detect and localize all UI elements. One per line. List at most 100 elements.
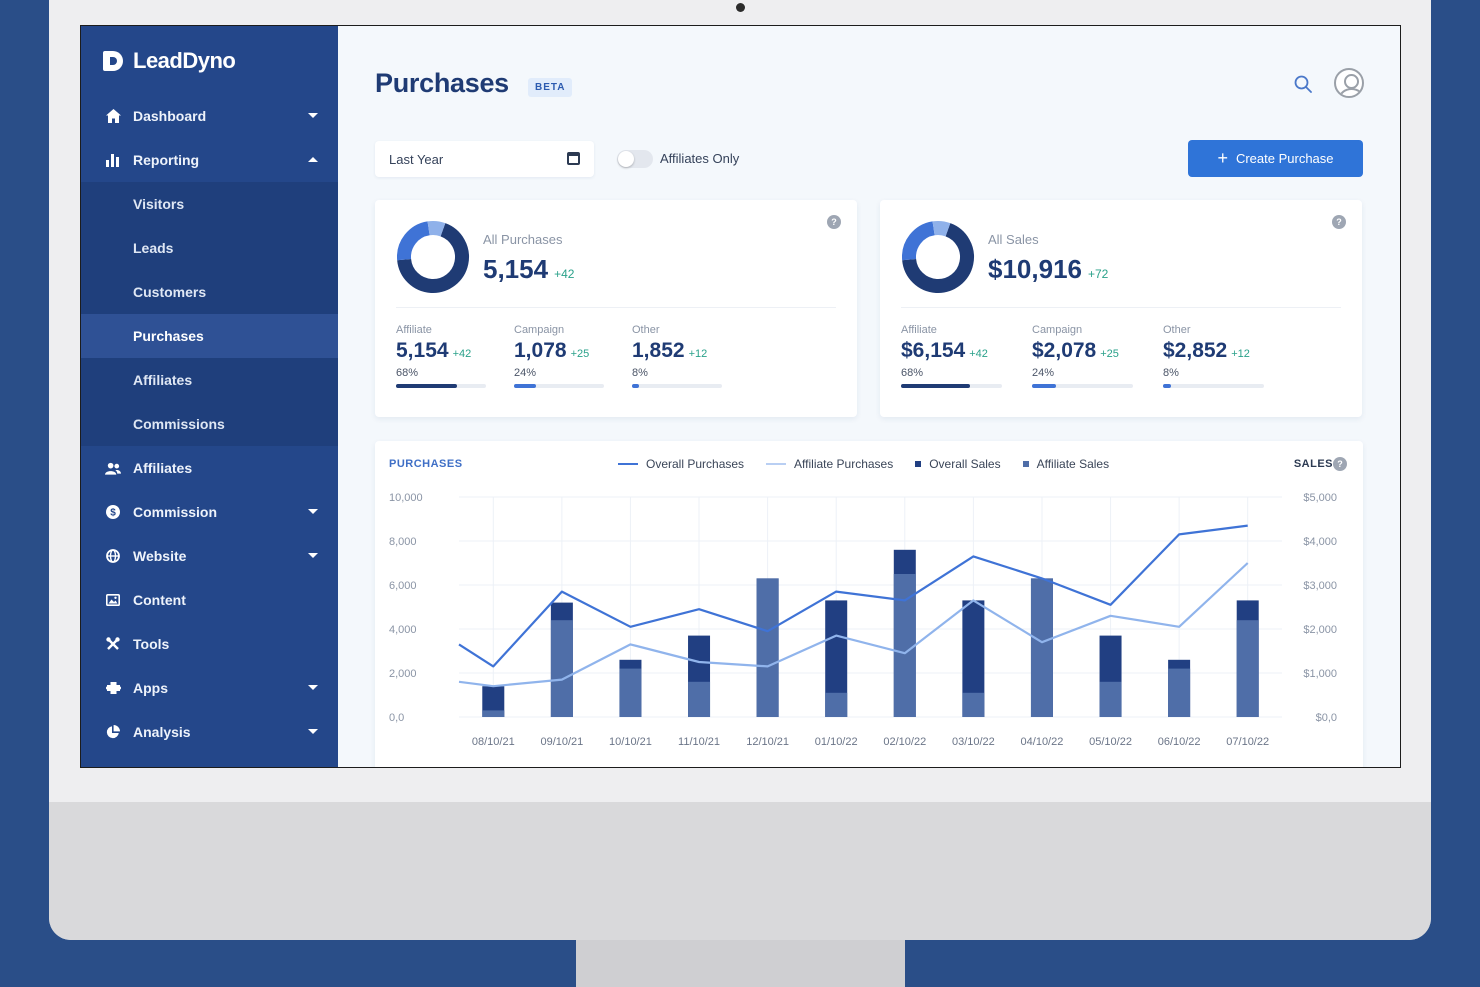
legend-label: Affiliate Purchases xyxy=(794,457,894,471)
logo[interactable]: LeadDyno xyxy=(103,48,236,74)
card-label: All Purchases xyxy=(483,232,563,247)
sub-stat-delta: +12 xyxy=(688,348,708,360)
sidebar-item-label: Dashboard xyxy=(133,108,207,124)
sidebar-item-affiliates[interactable]: Affiliates xyxy=(81,446,338,490)
sidebar-item-label: Website xyxy=(133,548,187,564)
line-overall-purchases[interactable] xyxy=(458,524,1248,668)
help-icon[interactable]: ? xyxy=(827,215,841,229)
sidebar-subitem-purchases[interactable]: Purchases xyxy=(81,314,338,358)
legend-item[interactable]: Overall Sales xyxy=(915,457,1001,471)
x-tick-label: 06/10/22 xyxy=(1158,736,1201,748)
sub-stat-percent: 8% xyxy=(632,367,648,379)
sub-stat-number: $2,078 xyxy=(1032,339,1097,362)
y-right-tick-label: $3,000 xyxy=(1303,580,1337,592)
y-left-tick-label: 10,000 xyxy=(389,492,423,504)
bar-affiliate-sales[interactable] xyxy=(1099,681,1122,717)
chart-legend: Overall Purchases Affiliate Purchases Ov… xyxy=(618,457,1109,471)
help-icon[interactable]: ? xyxy=(1333,457,1347,471)
sidebar-item-reporting[interactable]: Reporting xyxy=(81,138,338,182)
sidebar-item-label: Visitors xyxy=(133,196,185,212)
sidebar-subitem-customers[interactable]: Customers xyxy=(81,270,338,314)
legend-label: Overall Sales xyxy=(929,457,1001,471)
sub-stat-delta: +25 xyxy=(570,348,590,360)
donut-slice xyxy=(932,221,951,237)
sub-stat-label: Campaign xyxy=(514,324,565,336)
sub-stat-percent: 68% xyxy=(396,367,419,379)
line-affiliate-purchases[interactable] xyxy=(458,562,1249,688)
donut-slice xyxy=(902,223,974,293)
sub-stat-affiliate: Affiliate $6,154 +42 68% xyxy=(901,324,1002,388)
search-icon[interactable] xyxy=(1294,75,1312,93)
bar-chart-icon xyxy=(105,152,121,168)
bar-overall-sales[interactable] xyxy=(482,686,505,717)
sub-stat-number: 1,852 xyxy=(632,339,685,362)
sub-stat-value: 5,154 +42 xyxy=(396,339,486,363)
x-tick-label: 05/10/22 xyxy=(1089,736,1132,748)
bar-affiliate-sales[interactable] xyxy=(1030,578,1053,717)
chart-right-title: SALES xyxy=(1293,458,1333,470)
progress-fill xyxy=(514,384,536,388)
all-sales-card: ? All Sales $10,916 +72 Affiliate $6,154 +… xyxy=(880,200,1362,417)
progress-track xyxy=(1032,384,1133,388)
sidebar-item-analysis[interactable]: Analysis xyxy=(81,710,338,754)
y-right-tick-label: $4,000 xyxy=(1303,536,1337,548)
plus-icon: + xyxy=(1217,147,1228,168)
chevron-down-icon xyxy=(308,729,318,734)
bar-affiliate-sales[interactable] xyxy=(893,574,916,717)
y-left-tick-label: 2,000 xyxy=(389,668,417,680)
card-delta: +42 xyxy=(554,267,575,281)
sidebar-item-content[interactable]: Content xyxy=(81,578,338,622)
sidebar-item-dashboard[interactable]: Dashboard xyxy=(81,94,338,138)
page-title: Purchases xyxy=(375,68,509,98)
x-tick-label: 01/10/22 xyxy=(815,736,858,748)
sidebar-subitem-leads[interactable]: Leads xyxy=(81,226,338,270)
bar-affiliate-sales[interactable] xyxy=(1168,668,1191,717)
sidebar-item-label: Commissions xyxy=(133,416,225,432)
date-range-select[interactable]: Last Year xyxy=(375,141,594,177)
bar-affiliate-sales[interactable] xyxy=(482,710,505,717)
users-icon xyxy=(105,460,121,476)
bar-affiliate-sales[interactable] xyxy=(825,692,848,717)
legend-item[interactable]: Affiliate Purchases xyxy=(766,457,893,471)
progress-fill xyxy=(632,384,640,388)
bar-affiliate-sales[interactable] xyxy=(962,692,985,717)
sub-stat-delta: +12 xyxy=(1231,348,1250,360)
x-tick-label: 09/10/21 xyxy=(540,736,583,748)
sidebar-subitem-visitors[interactable]: Visitors xyxy=(81,182,338,226)
sidebar-item-commission[interactable]: $ Commission xyxy=(81,490,338,534)
bar-affiliate-sales[interactable] xyxy=(619,668,642,717)
affiliates-only-toggle[interactable] xyxy=(617,150,653,168)
bar-affiliate-sales[interactable] xyxy=(550,620,573,717)
bar-overall-sales[interactable] xyxy=(962,600,985,717)
sidebar-item-tools[interactable]: Tools xyxy=(81,622,338,666)
sub-stat-value: 1,852 +12 xyxy=(632,339,722,363)
create-purchase-button[interactable]: + Create Purchase xyxy=(1188,140,1363,177)
donut-slice xyxy=(397,221,431,261)
sidebar-item-apps[interactable]: Apps xyxy=(81,666,338,710)
sidebar-item-website[interactable]: Website xyxy=(81,534,338,578)
legend-item[interactable]: Affiliate Sales xyxy=(1022,457,1109,471)
legend-item[interactable]: Overall Purchases xyxy=(618,457,744,471)
chevron-down-icon xyxy=(308,685,318,690)
help-icon[interactable]: ? xyxy=(1332,215,1346,229)
legend-swatch xyxy=(915,461,922,467)
create-purchase-label: Create Purchase xyxy=(1235,151,1334,166)
sub-stat-other: Other $2,852 +12 8% xyxy=(1163,324,1264,388)
bar-affiliate-sales[interactable] xyxy=(1236,620,1259,717)
bar-overall-sales[interactable] xyxy=(825,600,848,717)
card-value: $10,916 +72 xyxy=(988,254,1108,285)
x-tick-label: 10/10/21 xyxy=(609,736,652,748)
sub-stat-delta: +42 xyxy=(969,348,988,360)
bar-affiliate-sales[interactable] xyxy=(756,578,779,717)
legend-label: Overall Purchases xyxy=(646,457,745,471)
sidebar-subitem-commissions[interactable]: Commissions xyxy=(81,402,338,446)
logo-text: LeadDyno xyxy=(133,48,236,73)
y-left-tick-label: 4,000 xyxy=(389,624,417,636)
progress-fill xyxy=(901,384,970,388)
sub-stat-value: $2,078 +25 xyxy=(1032,339,1133,363)
bar-affiliate-sales[interactable] xyxy=(688,681,711,717)
card-divider xyxy=(901,307,1341,308)
user-avatar[interactable] xyxy=(1334,68,1364,98)
sub-stat-number: $2,852 xyxy=(1163,339,1228,362)
sidebar-subitem-affiliates[interactable]: Affiliates xyxy=(81,358,338,402)
